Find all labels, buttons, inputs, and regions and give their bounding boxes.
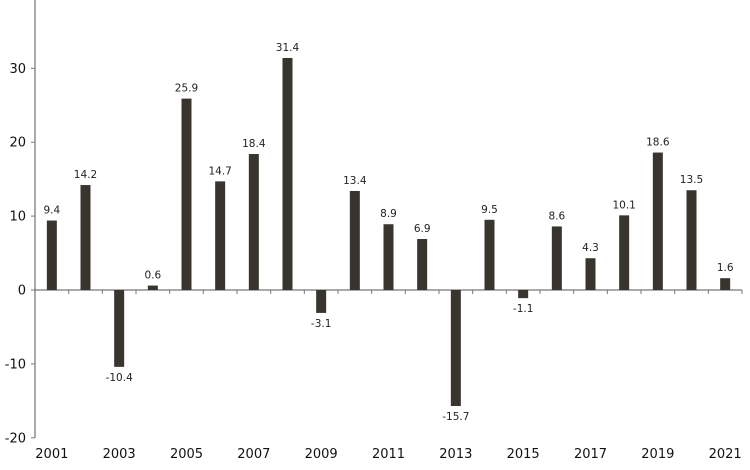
bar-2003 <box>114 290 125 367</box>
data-label-2001: 9.4 <box>43 205 60 217</box>
bar-2005 <box>181 98 192 290</box>
y-tick-label: 20 <box>9 136 26 151</box>
x-axis: 2001 2003 2005 2007 2009 2011 2013 2015 2017 2019… <box>35 289 743 462</box>
bar-2012 <box>417 239 428 290</box>
data-label-2021: 1.6 <box>717 262 734 274</box>
x-tick-label: 2005 <box>170 447 203 462</box>
data-label-2016: 8.6 <box>548 210 565 222</box>
bar-2002 <box>80 185 91 290</box>
y-tick-label: 10 <box>9 210 26 225</box>
x-tick-label: 2017 <box>574 447 607 462</box>
data-label-2019: 18.6 <box>646 137 670 149</box>
data-label-2013: -15.7 <box>442 411 469 423</box>
x-tick-label: 2015 <box>507 447 540 462</box>
bar-2010 <box>349 190 360 290</box>
data-label-2002: 14.2 <box>74 169 97 181</box>
data-label-2007: 18.4 <box>242 138 266 150</box>
y-axis: -20 -10 0 10 20 30 <box>5 0 36 446</box>
data-label-2006: 14.7 <box>208 165 231 177</box>
x-tick-label: 2009 <box>305 447 338 462</box>
x-tick-label: 2019 <box>641 447 674 462</box>
y-tick-label: -10 <box>5 357 26 372</box>
y-tick-label: 30 <box>9 62 26 77</box>
data-label-2005: 25.9 <box>175 83 198 95</box>
data-label-2011: 8.9 <box>380 208 397 220</box>
bar-2001 <box>46 220 57 290</box>
bar-2013 <box>450 290 461 407</box>
data-label-2010: 13.4 <box>343 175 367 187</box>
data-labels: 9.4 14.2 -10.4 0.6 25.9 14.7 18.4 31.4 -3.1 13.4 8… <box>43 42 733 423</box>
x-tick-label: 2011 <box>372 447 405 462</box>
x-tick-label: 2013 <box>439 447 472 462</box>
data-label-2004: 0.6 <box>144 270 161 282</box>
y-tick-label: 0 <box>18 284 26 299</box>
data-label-2009: -3.1 <box>311 318 332 330</box>
bar-2018 <box>619 215 630 290</box>
bar-2019 <box>652 152 663 290</box>
data-label-2008: 31.4 <box>276 42 300 54</box>
bar-2004 <box>147 285 158 290</box>
bar-2006 <box>215 181 226 290</box>
data-label-2003: -10.4 <box>106 372 133 384</box>
bar-2015 <box>518 290 529 299</box>
data-label-2012: 6.9 <box>414 223 431 235</box>
bar-2007 <box>248 154 259 290</box>
bars <box>46 57 731 407</box>
x-tick-label: 2007 <box>237 447 270 462</box>
y-tick-label: -20 <box>5 431 26 446</box>
data-label-2015: -1.1 <box>513 303 534 315</box>
x-tick-label: 2021 <box>709 447 742 462</box>
data-label-2014: 9.5 <box>481 204 498 216</box>
bar-2020 <box>686 190 697 290</box>
bar-2017 <box>585 258 596 290</box>
data-label-2017: 4.3 <box>582 242 599 254</box>
data-label-2020: 13.5 <box>680 174 703 186</box>
bar-2014 <box>484 219 495 290</box>
bar-2009 <box>316 290 327 313</box>
bar-2011 <box>383 224 394 290</box>
bar-2021 <box>720 278 731 290</box>
bar-2016 <box>551 226 562 290</box>
x-tick-label: 2003 <box>103 447 136 462</box>
bar-2008 <box>282 57 293 291</box>
data-label-2018: 10.1 <box>612 199 635 211</box>
x-tick-label: 2001 <box>35 447 68 462</box>
